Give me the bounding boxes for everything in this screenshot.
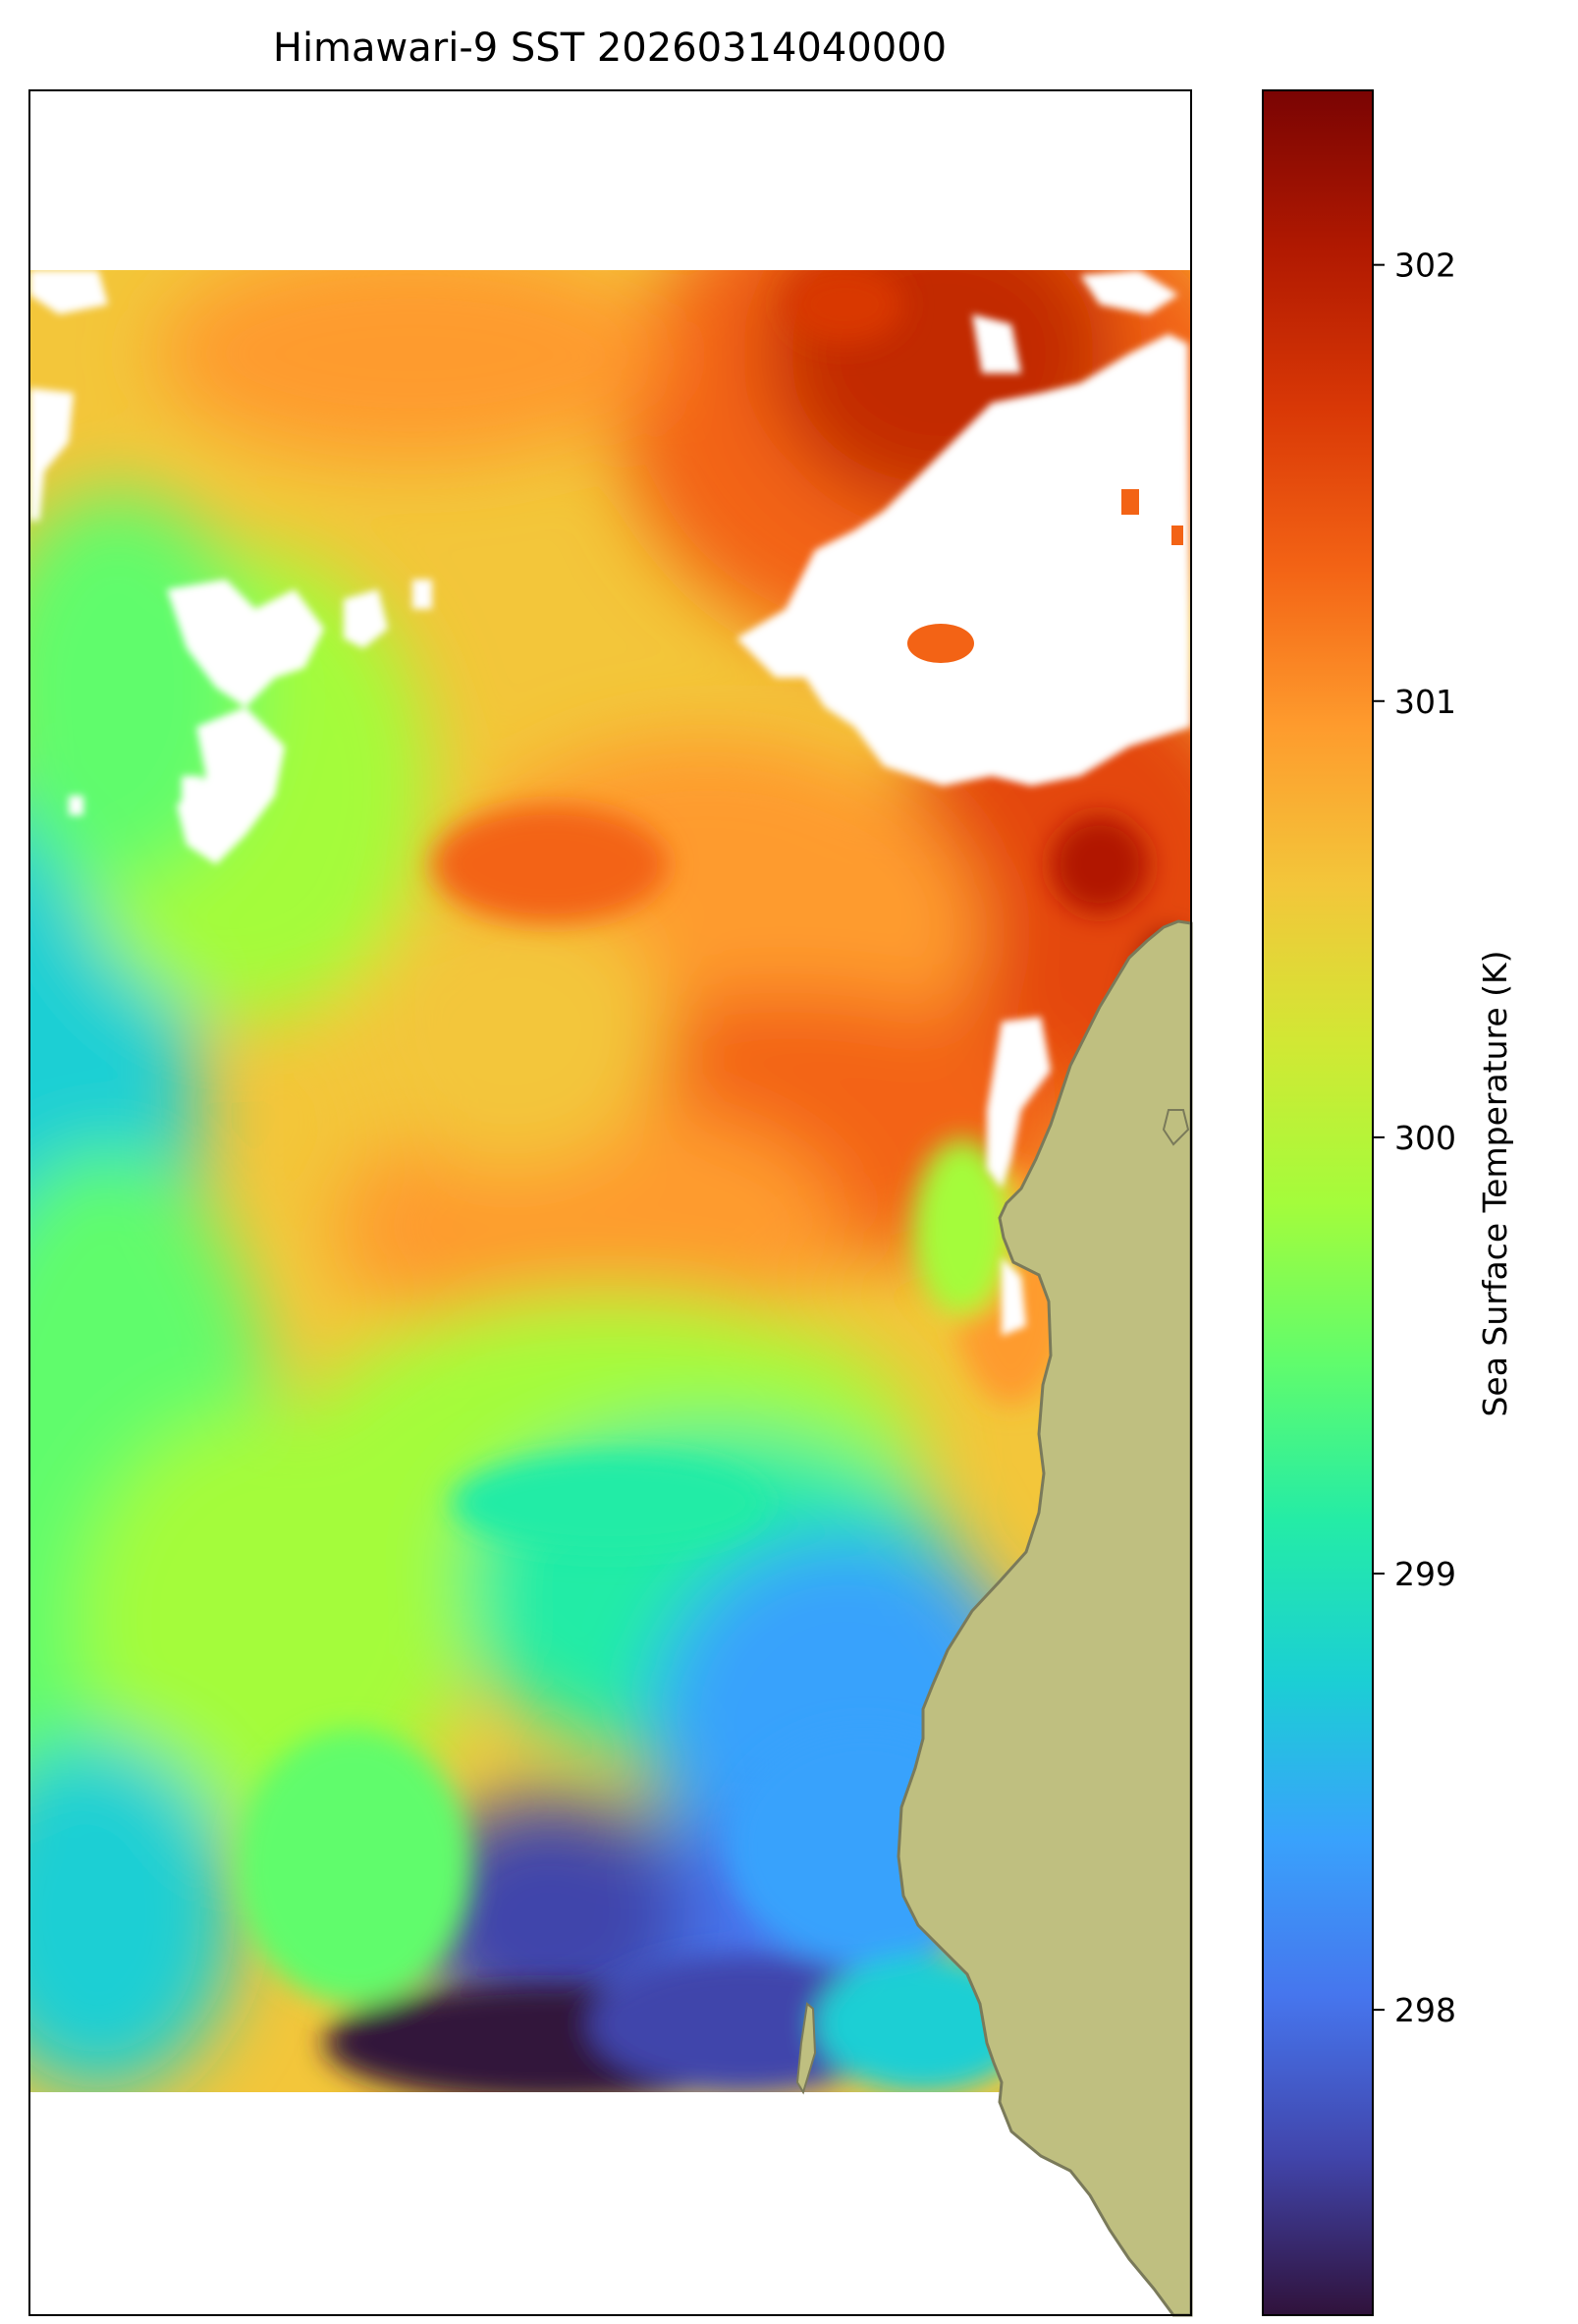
colorbar-tick-label: 302 bbox=[1394, 247, 1456, 285]
landmass bbox=[897, 919, 1193, 2317]
colorbar-tick-label: 300 bbox=[1394, 1119, 1456, 1157]
colorbar-tick-label: 298 bbox=[1394, 1991, 1456, 2029]
sst-raster bbox=[29, 270, 1191, 2092]
colorbar-tick-label: 301 bbox=[1394, 683, 1456, 721]
colorbar-gradient bbox=[1263, 90, 1373, 2315]
map-title: Himawari-9 SST 20260314040000 bbox=[273, 26, 947, 71]
map-axes-frame bbox=[28, 89, 1192, 2316]
island-small bbox=[795, 2002, 817, 2095]
island bbox=[1162, 1109, 1190, 1146]
colorbar-frame bbox=[1262, 89, 1374, 2316]
cloud-mask bbox=[29, 270, 1191, 1336]
colorbar-label: Sea Surface Temperature (K) bbox=[1476, 950, 1514, 1416]
colorbar: 298 299 300 301 302 Sea Surface Temperature … bbox=[1262, 89, 1514, 2316]
colorbar-tick-label: 299 bbox=[1394, 1555, 1456, 1593]
colorbar-ticks: 298 299 300 301 302 bbox=[1373, 247, 1456, 2029]
